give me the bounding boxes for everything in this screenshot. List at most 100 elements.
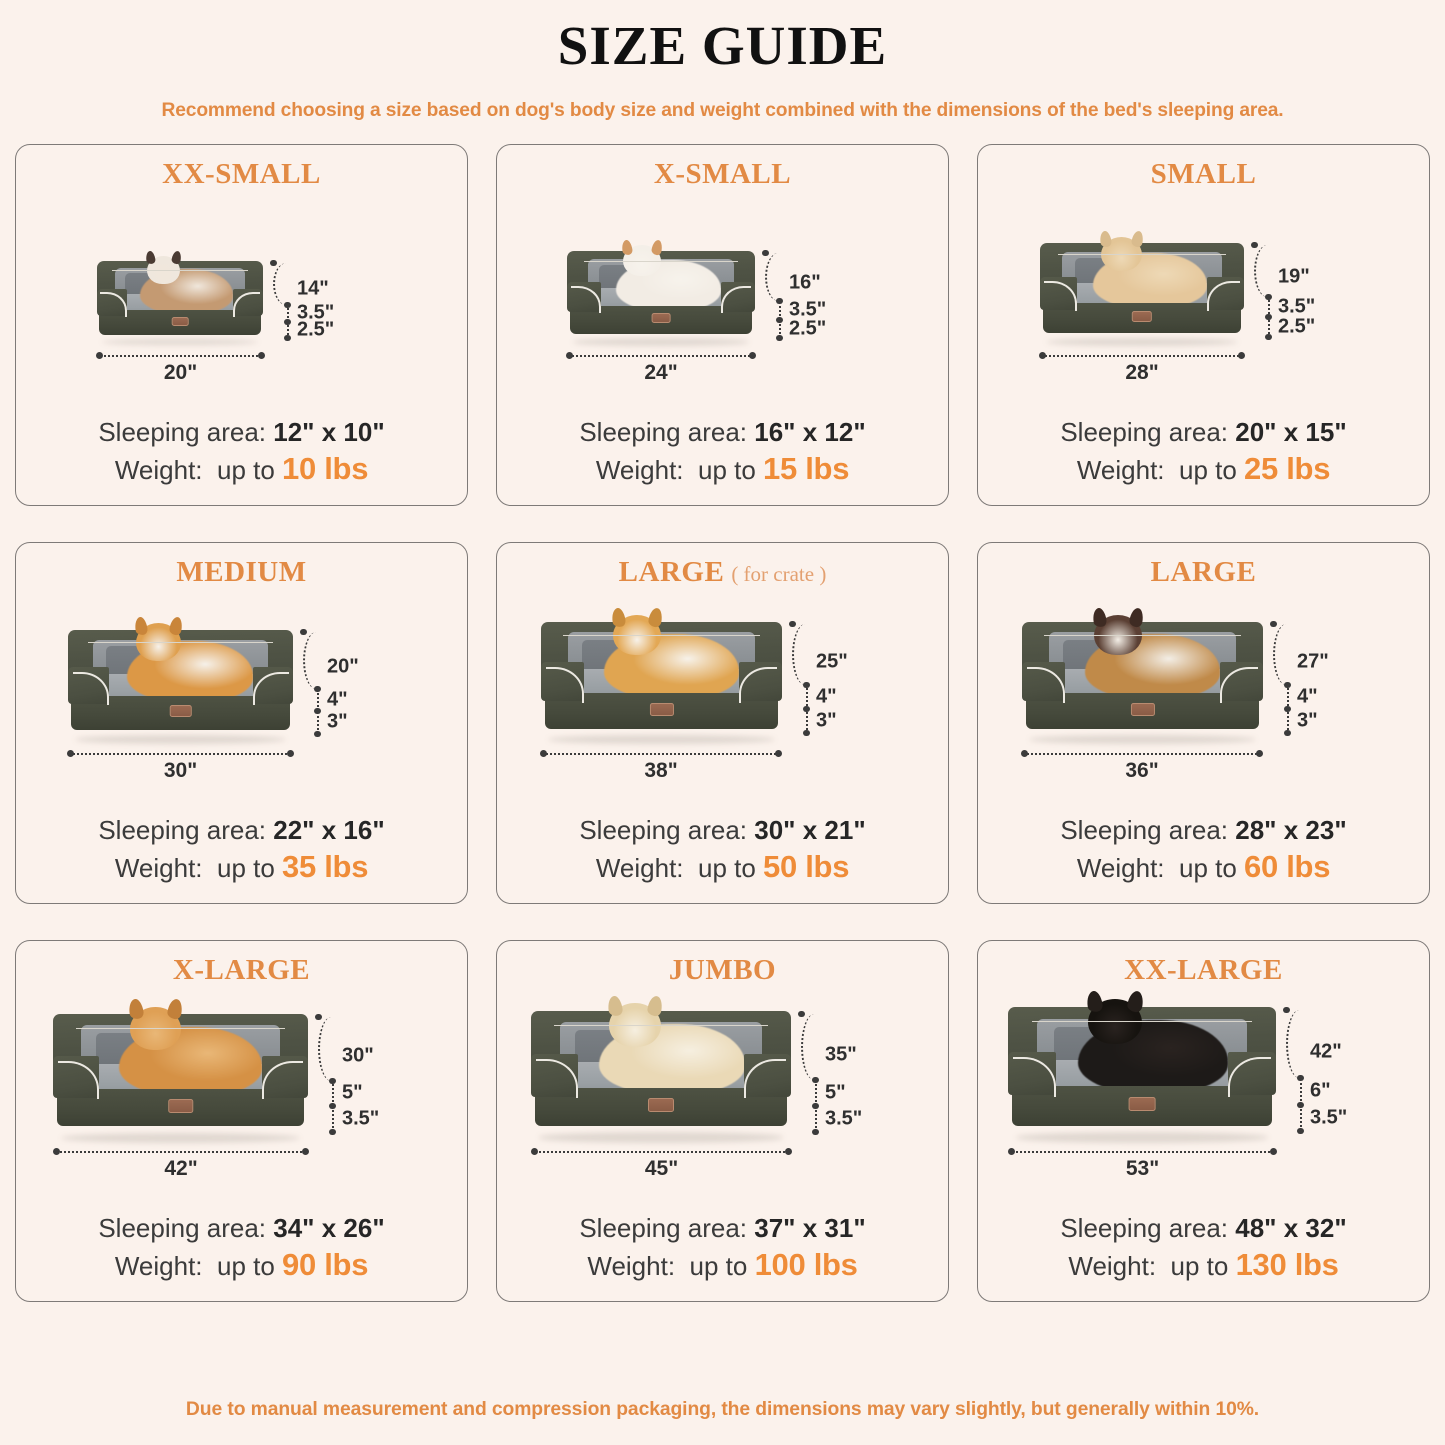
depth-line-segment — [779, 319, 781, 338]
weight-value: 35 lbs — [282, 849, 369, 885]
weight-label: Weight: — [114, 853, 203, 884]
depth-node-dot — [1297, 1074, 1304, 1082]
bed-depth-dimensions: 19" 3.5" 2.5" — [1251, 241, 1344, 341]
bed-leather-logo-tag — [651, 313, 671, 324]
depth-node-dot — [803, 705, 810, 713]
weight-line: Weight: up to 25 lbs — [978, 449, 1429, 489]
depth-arc-segment — [318, 1016, 342, 1081]
sleeping-area-value: 16" x 12" — [754, 416, 866, 447]
size-card[interactable]: SMALL 19" 3.5" 2.5" 28" Sleeping area: 20" x … — [977, 143, 1430, 506]
weight-line: Weight: up to 10 lbs — [16, 449, 467, 489]
depth-node-dot — [300, 628, 307, 636]
pet-ear — [127, 997, 145, 1020]
sleeping-area-label: Sleeping area: — [1060, 814, 1236, 845]
depth-node-dot — [314, 707, 321, 715]
sleeping-area-value: 12" x 10" — [273, 416, 385, 447]
bed-depth-dimensions: 35" 5" 3.5" — [798, 1010, 891, 1136]
depth-node-dot — [803, 681, 810, 689]
sleeping-area-line: Sleeping area: 34" x 26" — [16, 1212, 467, 1245]
bed-illustration: 42" 6" 3.5" 53" — [978, 989, 1429, 1180]
sleeping-area-line: Sleeping area: 48" x 32" — [978, 1212, 1429, 1245]
size-card-specs: Sleeping area: 34" x 26" Weight: up to 90… — [16, 1212, 467, 1285]
width-endpoint-dot — [96, 351, 103, 359]
depth-dimension-label: 3.5" — [825, 1107, 863, 1130]
sleeping-area-line: Sleeping area: 30" x 21" — [497, 814, 948, 847]
bed-top-piping — [554, 1024, 768, 1026]
width-dotted-line — [70, 752, 291, 755]
depth-arc-segment — [801, 1013, 825, 1080]
depth-dimension-label: 3" — [327, 710, 348, 733]
size-card[interactable]: JUMBO 35" 5" 3.5" 45" Sleeping area: 37" x 31… — [496, 939, 949, 1302]
width-endpoint-dot — [566, 351, 573, 359]
weight-upto-label: up to — [216, 1251, 275, 1282]
size-card[interactable]: XX-SMALL 14" 3.5" 2.5" 20" Sleeping area: 12"… — [15, 143, 468, 506]
bed-right-armrest — [1227, 1051, 1276, 1096]
size-card[interactable]: LARGE 27" 4" 3" 36" Sleeping area: 28" x 23" W… — [977, 541, 1430, 904]
width-dotted-line — [569, 354, 753, 357]
bed-illustration: 25" 4" 3" 38" — [497, 591, 948, 782]
bed-left-armrest — [1008, 1051, 1057, 1096]
dog-bed-graphic — [97, 250, 263, 346]
depth-node-dot — [284, 301, 291, 309]
depth-node-dot — [1284, 729, 1291, 737]
width-endpoint-dot — [531, 1147, 538, 1155]
pet-ear — [1091, 606, 1108, 628]
depth-node-dot — [314, 730, 321, 738]
depth-node-dot — [776, 297, 783, 305]
depth-line-segment — [815, 1105, 817, 1132]
depth-dimension-label: 3.5" — [297, 301, 335, 324]
depth-line-segment — [1300, 1077, 1302, 1105]
depth-node-dot — [329, 1102, 336, 1110]
size-card-title: LARGE( for crate ) — [497, 543, 948, 589]
weight-value: 25 lbs — [1244, 451, 1331, 487]
depth-dimension-label: 25" — [816, 650, 848, 673]
weight-label: Weight: — [595, 455, 684, 486]
size-name: LARGE — [618, 555, 725, 588]
bed-left-armrest — [1040, 276, 1077, 310]
bed-leather-logo-tag — [169, 705, 192, 718]
depth-line-segment — [332, 1105, 334, 1132]
weight-line: Weight: up to 90 lbs — [16, 1245, 467, 1285]
bed-illustration: 27" 4" 3" 36" — [978, 591, 1429, 782]
pet-ear — [1085, 989, 1104, 1013]
width-endpoint-dot — [749, 351, 756, 359]
depth-dimension-label: 20" — [327, 655, 359, 678]
sleeping-area-value: 37" x 31" — [754, 1212, 866, 1243]
depth-arc-segment — [273, 262, 297, 305]
size-card-specs: Sleeping area: 37" x 31" Weight: up to 10… — [497, 1212, 948, 1285]
size-card[interactable]: XX-LARGE 42" 6" 3.5" 53" Sleeping area: 48" x… — [977, 939, 1430, 1302]
depth-node-dot — [1284, 705, 1291, 713]
width-endpoint-dot — [1021, 749, 1028, 757]
depth-dimension-label: 4" — [816, 685, 837, 708]
bed-top-piping — [111, 269, 249, 271]
size-card[interactable]: LARGE( for crate ) 25" 4" 3" 38" Sleeping are… — [496, 541, 949, 904]
depth-node-dot — [1270, 620, 1277, 628]
depth-dimension-label: 4" — [1297, 685, 1318, 708]
width-dimension-label: 36" — [1125, 758, 1159, 782]
depth-line-segment — [287, 304, 289, 322]
sleeping-area-value: 34" x 26" — [273, 1212, 385, 1243]
width-dotted-line — [1042, 354, 1242, 357]
sleeping-area-line: Sleeping area: 16" x 12" — [497, 416, 948, 449]
depth-node-dot — [1284, 681, 1291, 689]
depth-node-dot — [812, 1076, 819, 1084]
size-name-note: ( for crate ) — [731, 561, 827, 586]
size-card-specs: Sleeping area: 48" x 32" Weight: up to 13… — [978, 1212, 1429, 1285]
depth-dimension-label: 2.5" — [789, 317, 827, 340]
weight-upto-label: up to — [1178, 853, 1237, 884]
size-name: SMALL — [1150, 157, 1257, 190]
width-endpoint-dot — [258, 351, 265, 359]
size-card[interactable]: MEDIUM 20" 4" 3" 30" Sleeping area: 22" x 16"… — [15, 541, 468, 904]
sleeping-area-value: 22" x 16" — [273, 814, 385, 845]
bed-right-armrest — [721, 282, 755, 313]
width-dotted-line — [56, 1150, 306, 1153]
width-endpoint-dot — [785, 1147, 792, 1155]
size-card[interactable]: X-SMALL 16" 3.5" 2.5" 24" Sleeping area: 16" … — [496, 143, 949, 506]
size-card[interactable]: X-LARGE 30" 5" 3.5" 42" Sleeping area: 34" x … — [15, 939, 468, 1302]
bed-right-armrest — [744, 1054, 791, 1097]
size-card-specs: Sleeping area: 30" x 21" Weight: up to 50… — [497, 814, 948, 887]
width-endpoint-dot — [1270, 1147, 1277, 1155]
bed-illustration: 19" 3.5" 2.5" 28" — [978, 193, 1429, 384]
depth-line-segment — [287, 321, 289, 338]
bed-depth-dimensions: 20" 4" 3" — [300, 628, 393, 738]
